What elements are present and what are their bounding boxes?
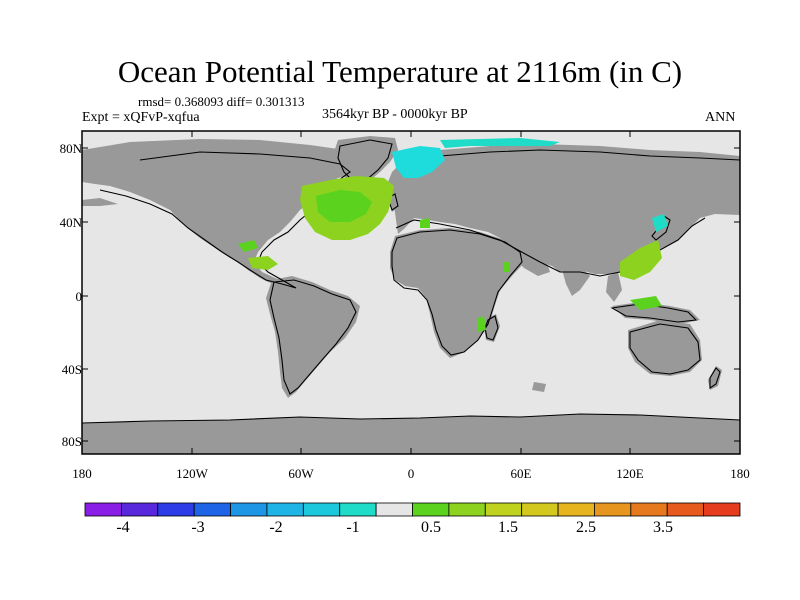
colorbar-swatch	[521, 502, 559, 517]
colorbar	[84, 502, 741, 517]
colorbar-swatch	[666, 502, 705, 517]
y-label-equator: 0	[75, 289, 83, 304]
x-label-120e: 120E	[616, 466, 644, 481]
anomaly-western-pacific	[620, 240, 662, 280]
colorbar-swatch	[557, 502, 595, 517]
y-label-80s: 80S	[61, 434, 82, 449]
x-label-60w: 60W	[288, 466, 314, 481]
x-label-180w: 180	[72, 466, 92, 481]
anomaly-red-sea	[504, 262, 510, 272]
colorbar-swatch	[594, 502, 632, 517]
anomaly-mozambique	[478, 316, 486, 332]
anomaly-maritime-continent	[630, 296, 662, 310]
colorbar-swatch	[193, 502, 231, 517]
landmass-new-zealand	[708, 366, 722, 390]
landmass-north-america	[82, 139, 378, 290]
colorbar-swatch	[703, 502, 741, 517]
colorbar-label: -2	[269, 519, 283, 536]
anomaly-patches	[238, 138, 668, 332]
landmass-india	[560, 262, 590, 296]
axis-ticks	[81, 131, 741, 454]
anomaly-kuroshio	[652, 214, 668, 232]
season-label: ANN	[705, 110, 736, 125]
chart-title: Ocean Potential Temperature at 2116m (in…	[117, 54, 683, 89]
anomaly-nordic-seas	[392, 146, 445, 178]
anomaly-gulf-of-mexico	[238, 240, 258, 252]
landmass-south-atlantic-island	[532, 382, 546, 392]
colorbar-label: 3.5	[653, 519, 673, 536]
colorbar-label: 2.5	[576, 519, 596, 536]
colorbar-swatch	[230, 502, 268, 517]
landmass-antarctica	[82, 414, 740, 454]
landmass-africa	[390, 228, 525, 358]
landmass-eurasia	[388, 144, 740, 274]
colorbar-swatch	[266, 502, 304, 517]
colorbar-swatch	[412, 502, 450, 517]
colorbar-swatch	[448, 502, 486, 517]
colorbar-label: -4	[116, 519, 130, 536]
colorbar-swatch	[157, 502, 195, 517]
y-label-80n: 80N	[59, 141, 82, 156]
anomaly-caribbean	[248, 256, 278, 270]
y-label-40s: 40S	[61, 362, 82, 377]
landmass-aleutians	[82, 198, 118, 206]
colorbar-label: 0.5	[421, 519, 441, 536]
landmass-south-america	[266, 276, 360, 398]
x-label-0: 0	[407, 466, 415, 481]
landmass-australia	[628, 320, 702, 376]
landmass-greenland	[334, 136, 398, 186]
colorbar-swatch	[302, 502, 341, 517]
anomaly-north-atlantic-core	[316, 190, 372, 222]
period-label: 3564kyr BP - 0000kyr BP	[322, 107, 468, 122]
colorbar-label: -3	[191, 519, 205, 536]
colorbar-swatch	[84, 502, 122, 517]
colorbar-swatch	[120, 502, 159, 517]
colorbar-label: 1.5	[498, 519, 518, 536]
colorbar-swatch	[484, 502, 523, 517]
anomaly-arctic-strip	[440, 138, 560, 148]
rmsd-stats: rmsd= 0.368093 diff= 0.301313	[138, 94, 305, 109]
x-label-60e: 60E	[510, 466, 532, 481]
y-label-40n: 40N	[59, 215, 82, 230]
colorbar-label: -1	[346, 519, 360, 536]
colorbar-swatch	[339, 502, 377, 517]
x-label-120w: 120W	[176, 466, 208, 481]
experiment-label: Expt = xQFvP-xqfua	[82, 110, 200, 125]
landmass-indonesia	[612, 302, 700, 324]
colorbar-swatch	[630, 502, 668, 517]
colorbar-swatch	[375, 502, 413, 517]
landmass-southeast-asia	[606, 272, 622, 302]
anomaly-mediterranean	[420, 218, 430, 228]
x-label-180e: 180	[730, 466, 750, 481]
